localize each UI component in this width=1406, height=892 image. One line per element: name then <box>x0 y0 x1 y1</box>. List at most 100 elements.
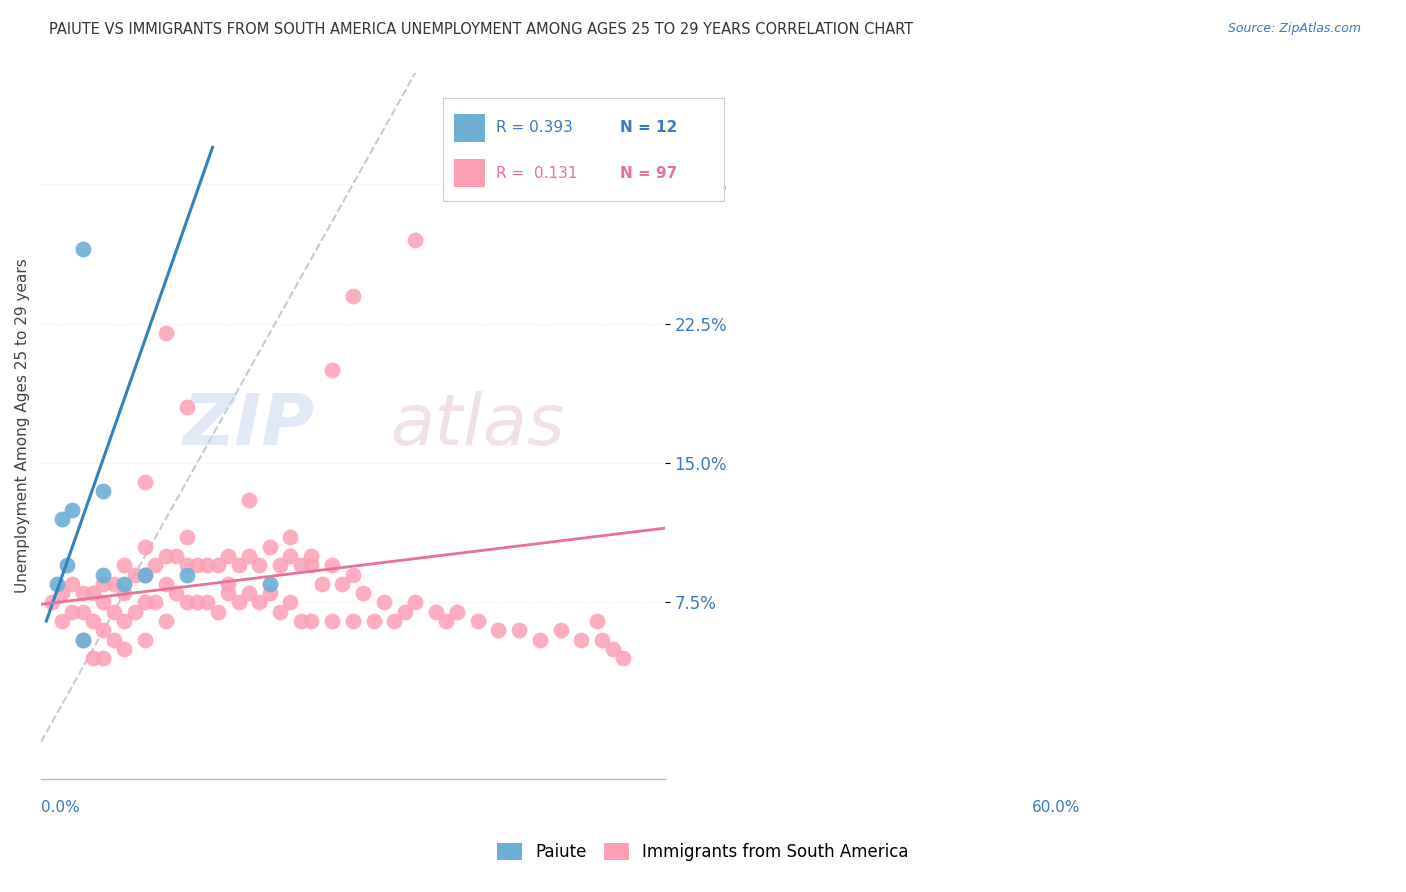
Point <box>404 233 426 247</box>
Point <box>155 614 177 628</box>
Y-axis label: Unemployment Among Ages 25 to 29 years: Unemployment Among Ages 25 to 29 years <box>15 259 30 593</box>
Point <box>165 586 187 600</box>
Text: 0.0%: 0.0% <box>41 800 80 815</box>
Point <box>112 558 135 573</box>
Text: atlas: atlas <box>391 392 565 460</box>
Point <box>93 483 115 498</box>
Point <box>269 558 291 573</box>
Point <box>72 243 94 257</box>
Point <box>124 605 146 619</box>
Point <box>259 586 281 600</box>
Point <box>155 549 177 563</box>
Point <box>247 558 270 573</box>
Point <box>103 605 125 619</box>
Point <box>228 558 250 573</box>
Point <box>404 595 426 609</box>
Point <box>186 595 208 609</box>
Point <box>280 549 302 563</box>
Point <box>134 595 156 609</box>
Point <box>259 540 281 554</box>
Point <box>155 577 177 591</box>
Bar <box>454 159 485 187</box>
Point <box>290 614 312 628</box>
Point <box>176 531 198 545</box>
Point <box>41 595 63 609</box>
Point <box>259 577 281 591</box>
Point <box>311 577 333 591</box>
Point <box>176 558 198 573</box>
Point <box>228 595 250 609</box>
Point <box>238 549 260 563</box>
Point <box>486 624 509 638</box>
Point <box>384 614 406 628</box>
Point <box>60 502 83 516</box>
Point <box>602 641 624 656</box>
Point <box>446 605 468 619</box>
Text: Source: ZipAtlas.com: Source: ZipAtlas.com <box>1227 22 1361 36</box>
Point <box>290 558 312 573</box>
Point <box>508 624 530 638</box>
Point <box>434 614 457 628</box>
Point <box>93 624 115 638</box>
Point <box>217 549 239 563</box>
Point <box>112 586 135 600</box>
Point <box>195 595 218 609</box>
Point <box>155 326 177 340</box>
Point <box>186 558 208 573</box>
Point <box>280 595 302 609</box>
Point <box>60 577 83 591</box>
Point <box>352 586 374 600</box>
Point <box>45 577 67 591</box>
Point <box>72 632 94 647</box>
Point <box>103 632 125 647</box>
Point <box>425 605 447 619</box>
Text: N = 97: N = 97 <box>620 166 678 180</box>
Legend: Paiute, Immigrants from South America: Paiute, Immigrants from South America <box>491 836 915 868</box>
Point <box>299 549 322 563</box>
Point <box>103 577 125 591</box>
Point <box>134 567 156 582</box>
Bar <box>454 113 485 142</box>
Point <box>112 614 135 628</box>
Point <box>247 595 270 609</box>
Point <box>134 475 156 489</box>
Point <box>134 567 156 582</box>
Point <box>134 632 156 647</box>
Point <box>342 289 364 303</box>
Point <box>332 577 354 591</box>
Point <box>51 512 73 526</box>
Point <box>363 614 385 628</box>
Point <box>591 632 613 647</box>
Point <box>112 577 135 591</box>
Point <box>93 651 115 665</box>
Point <box>467 614 489 628</box>
Point <box>93 595 115 609</box>
Text: R =  0.131: R = 0.131 <box>496 166 578 180</box>
Point <box>82 586 104 600</box>
Point <box>176 401 198 415</box>
Point <box>394 605 416 619</box>
Point <box>217 577 239 591</box>
Point <box>82 614 104 628</box>
Point <box>60 605 83 619</box>
Point <box>195 558 218 573</box>
Point <box>238 493 260 508</box>
Point <box>342 614 364 628</box>
Text: R = 0.393: R = 0.393 <box>496 120 574 136</box>
Point <box>51 586 73 600</box>
Point <box>269 605 291 619</box>
Point <box>373 595 395 609</box>
Point <box>72 586 94 600</box>
Point <box>207 605 229 619</box>
Text: ZIP: ZIP <box>183 392 315 460</box>
Point <box>571 632 593 647</box>
Point <box>299 558 322 573</box>
Point <box>112 641 135 656</box>
Point <box>124 567 146 582</box>
Point <box>321 558 343 573</box>
Point <box>176 567 198 582</box>
Text: 60.0%: 60.0% <box>1032 800 1080 815</box>
Point <box>51 614 73 628</box>
Point <box>321 614 343 628</box>
Point <box>134 540 156 554</box>
